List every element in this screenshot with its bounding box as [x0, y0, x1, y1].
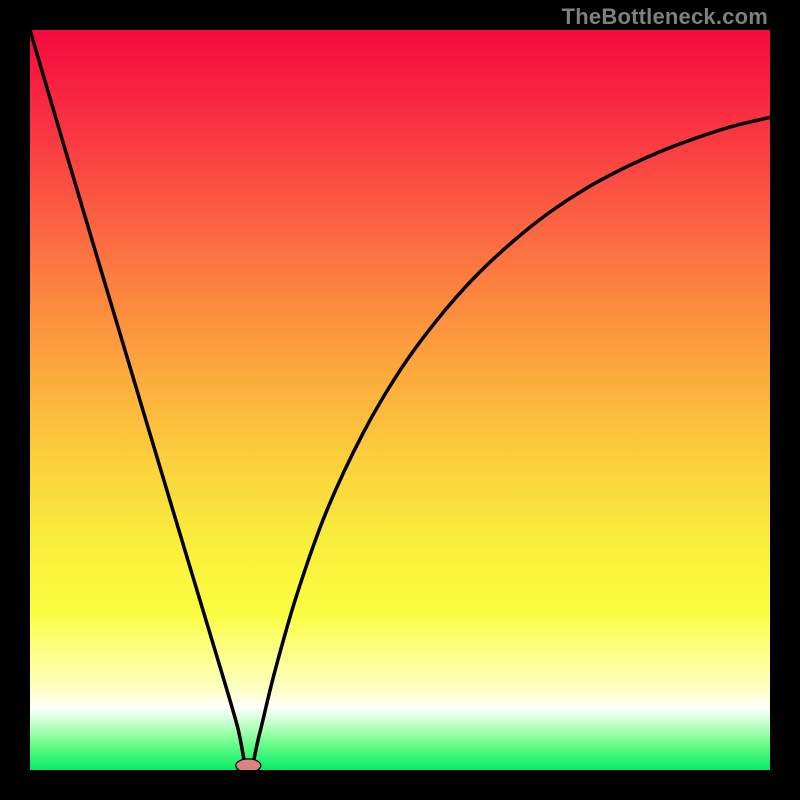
watermark-label: TheBottleneck.com	[562, 4, 768, 30]
plot-area	[30, 30, 770, 770]
bottleneck-curve	[30, 30, 770, 770]
minimum-marker	[236, 759, 261, 770]
chart-frame: TheBottleneck.com	[0, 0, 800, 800]
curve-layer	[30, 30, 770, 770]
